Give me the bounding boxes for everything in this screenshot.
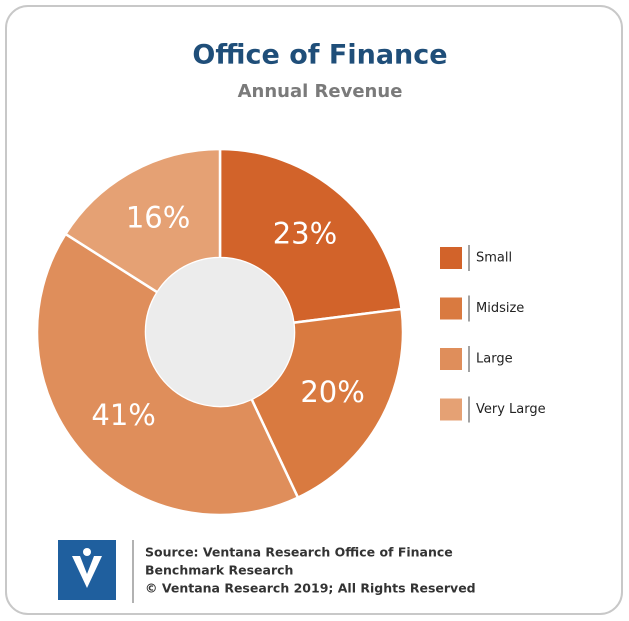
legend-label: Midsize xyxy=(476,301,524,316)
source-line: Source: Ventana Research Office of Finan… xyxy=(145,545,453,560)
source-line: Benchmark Research xyxy=(145,563,293,578)
chart-title: Office of Finance xyxy=(192,40,447,71)
data-label: 16% xyxy=(126,200,190,234)
source-line: © Ventana Research 2019; All Rights Rese… xyxy=(145,581,476,596)
data-label: 41% xyxy=(91,398,155,432)
legend-swatch xyxy=(440,297,462,320)
legend-swatch xyxy=(440,348,462,370)
logo-mark xyxy=(72,556,102,588)
legend-label: Large xyxy=(476,352,513,367)
chart-subtitle: Annual Revenue xyxy=(238,81,403,102)
legend-swatch xyxy=(440,398,462,421)
legend-label: Very Large xyxy=(476,402,546,417)
data-label: 20% xyxy=(300,375,364,409)
legend-label: Small xyxy=(476,251,512,266)
donut-hole xyxy=(146,258,294,406)
data-label: 23% xyxy=(273,217,337,251)
logo-dot xyxy=(83,548,91,556)
legend-swatch xyxy=(440,247,462,269)
